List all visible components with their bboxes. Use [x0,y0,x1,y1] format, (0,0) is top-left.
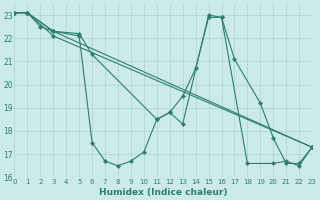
X-axis label: Humidex (Indice chaleur): Humidex (Indice chaleur) [99,188,228,197]
